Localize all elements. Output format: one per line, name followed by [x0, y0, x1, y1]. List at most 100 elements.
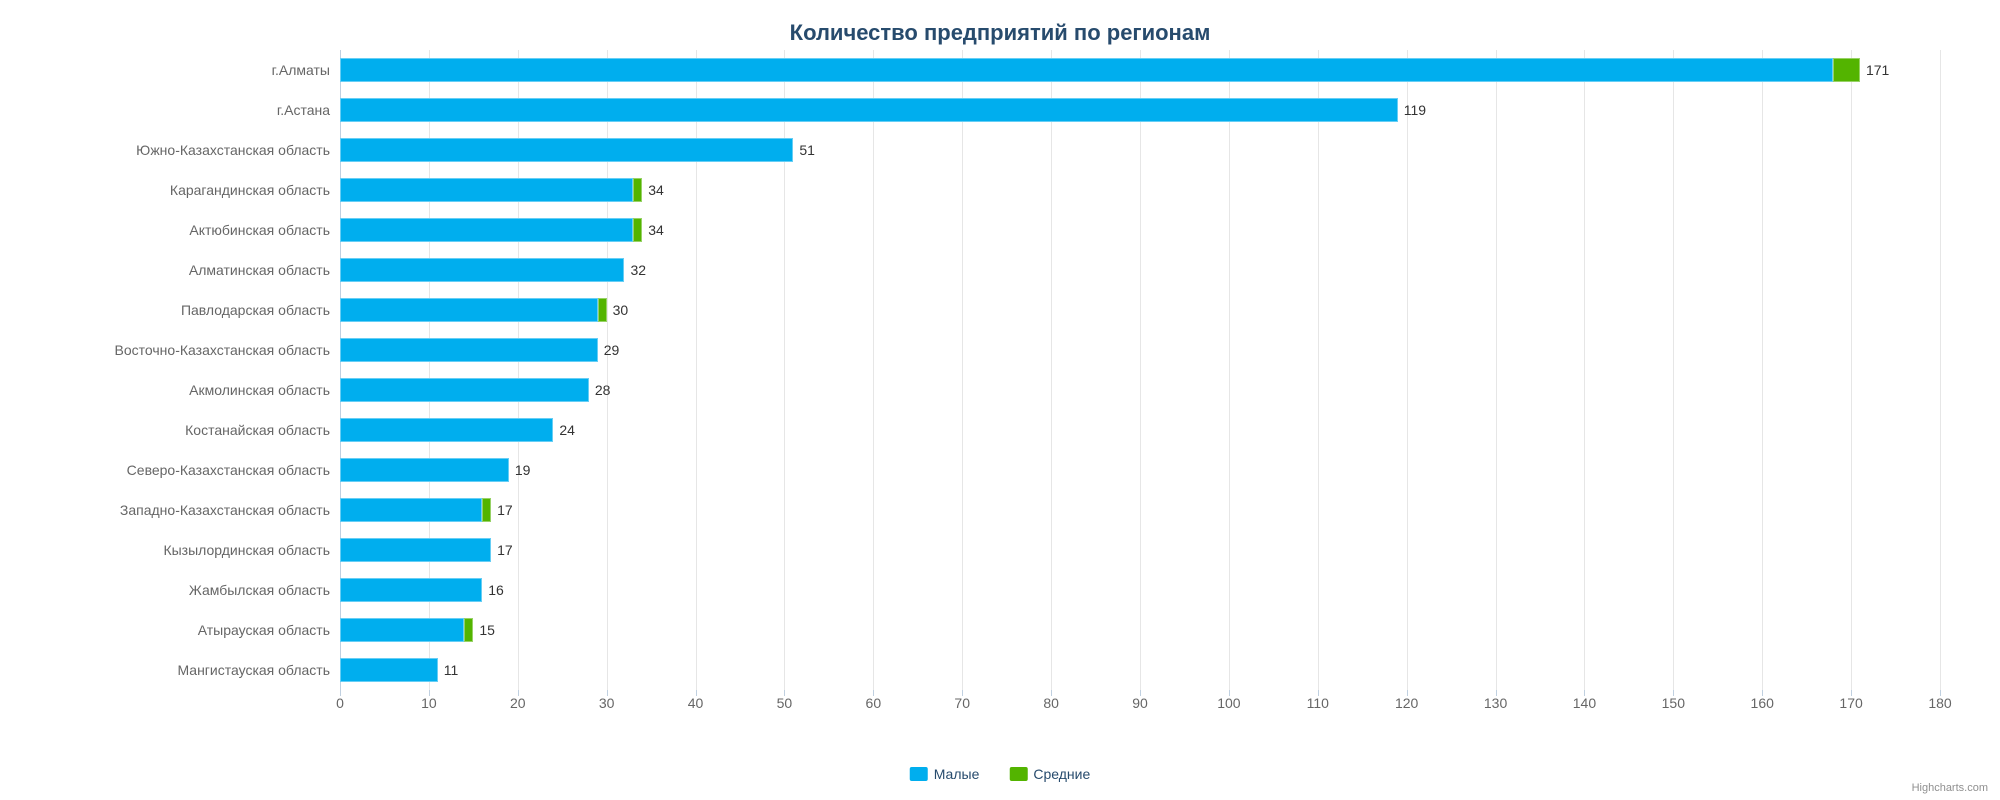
gridline [1851, 50, 1852, 690]
bar-segment-small[interactable] [340, 538, 491, 562]
gridline [1407, 50, 1408, 690]
bar-total-label: 32 [630, 262, 646, 278]
x-tick-label: 80 [1043, 695, 1059, 711]
gridline [1140, 50, 1141, 690]
bar-segment-small[interactable] [340, 178, 633, 202]
chart-credits[interactable]: Highcharts.com [1912, 782, 1988, 794]
bar-total-label: 17 [497, 542, 513, 558]
bar-row: 29 [340, 338, 619, 362]
bar-total-label: 15 [479, 622, 495, 638]
bar-total-label: 24 [559, 422, 575, 438]
bar-segment-medium[interactable] [482, 498, 491, 522]
y-category-label: Павлодарская область [181, 302, 330, 318]
bar-row: 28 [340, 378, 610, 402]
gridline [1762, 50, 1763, 690]
bar-segment-small[interactable] [340, 298, 598, 322]
y-category-label: Алматинская область [189, 262, 330, 278]
bar-segment-small[interactable] [340, 658, 438, 682]
y-category-label: Актюбинская область [189, 222, 330, 238]
y-category-label: Акмолинская область [189, 382, 330, 398]
bar-row: 17 [340, 538, 513, 562]
x-tick-label: 150 [1662, 695, 1685, 711]
gridline [962, 50, 963, 690]
x-tick-label: 130 [1484, 695, 1507, 711]
y-category-label: Мангистауская область [177, 662, 330, 678]
bar-total-label: 30 [613, 302, 629, 318]
bar-total-label: 119 [1404, 102, 1426, 118]
x-tick-label: 90 [1132, 695, 1148, 711]
x-tick-label: 60 [866, 695, 882, 711]
x-tick-label: 160 [1751, 695, 1774, 711]
bar-total-label: 19 [515, 462, 531, 478]
legend-swatch-small [910, 767, 928, 781]
bar-segment-small[interactable] [340, 58, 1833, 82]
bar-segment-medium[interactable] [464, 618, 473, 642]
x-tick-label: 40 [688, 695, 704, 711]
gridline [1673, 50, 1674, 690]
legend-label-small: Малые [934, 766, 980, 782]
bar-total-label: 16 [488, 582, 504, 598]
x-tick-label: 20 [510, 695, 526, 711]
bar-segment-medium[interactable] [598, 298, 607, 322]
gridline [1940, 50, 1941, 690]
bar-row: 51 [340, 138, 815, 162]
y-category-label: г.Алматы [272, 62, 330, 78]
bar-segment-medium[interactable] [633, 218, 642, 242]
bar-row: 171 [340, 58, 1889, 82]
y-category-label: Западно-Казахстанская область [120, 502, 330, 518]
x-tick-label: 100 [1217, 695, 1240, 711]
bar-segment-small[interactable] [340, 378, 589, 402]
bar-total-label: 28 [595, 382, 611, 398]
chart-container: Количество предприятий по регионам 01020… [0, 0, 2000, 800]
bar-segment-small[interactable] [340, 618, 464, 642]
x-tick-label: 30 [599, 695, 615, 711]
gridline [1229, 50, 1230, 690]
bar-segment-small[interactable] [340, 578, 482, 602]
y-category-label: Атырауская область [198, 622, 330, 638]
gridline [1584, 50, 1585, 690]
bar-row: 119 [340, 98, 1426, 122]
plot-area: 0102030405060708090100110120130140150160… [340, 50, 1940, 690]
bar-segment-small[interactable] [340, 258, 624, 282]
y-category-label: Северо-Казахстанская область [127, 462, 330, 478]
gridline [1318, 50, 1319, 690]
y-category-label: г.Астана [277, 102, 330, 118]
bar-row: 15 [340, 618, 495, 642]
bar-segment-small[interactable] [340, 218, 633, 242]
bar-segment-small[interactable] [340, 138, 793, 162]
gridline [1051, 50, 1052, 690]
y-category-label: Кызылординская область [163, 542, 330, 558]
bar-row: 17 [340, 498, 513, 522]
bar-row: 32 [340, 258, 646, 282]
bar-segment-small[interactable] [340, 418, 553, 442]
chart-title: Количество предприятий по регионам [0, 20, 2000, 46]
bar-segment-small[interactable] [340, 458, 509, 482]
legend: Малые Средние [910, 766, 1091, 782]
bar-total-label: 11 [444, 662, 459, 678]
bar-segment-small[interactable] [340, 98, 1398, 122]
bar-total-label: 34 [648, 222, 664, 238]
bar-segment-medium[interactable] [1833, 58, 1860, 82]
bar-total-label: 51 [799, 142, 815, 158]
bar-segment-medium[interactable] [633, 178, 642, 202]
bar-row: 24 [340, 418, 575, 442]
legend-item-small[interactable]: Малые [910, 766, 980, 782]
x-tick-label: 170 [1839, 695, 1862, 711]
bar-row: 30 [340, 298, 628, 322]
x-tick-label: 50 [777, 695, 793, 711]
bar-row: 11 [340, 658, 458, 682]
bar-segment-small[interactable] [340, 498, 482, 522]
legend-swatch-medium [1009, 767, 1027, 781]
x-tick-label: 140 [1573, 695, 1596, 711]
gridline [1496, 50, 1497, 690]
y-category-label: Южно-Казахстанская область [136, 142, 330, 158]
bar-segment-small[interactable] [340, 338, 598, 362]
y-category-label: Жамбылская область [189, 582, 330, 598]
x-tick-label: 0 [336, 695, 344, 711]
x-tick-label: 180 [1928, 695, 1951, 711]
bar-total-label: 34 [648, 182, 664, 198]
x-tick-label: 110 [1307, 695, 1329, 711]
bar-row: 34 [340, 218, 664, 242]
legend-item-medium[interactable]: Средние [1009, 766, 1090, 782]
bar-row: 16 [340, 578, 504, 602]
